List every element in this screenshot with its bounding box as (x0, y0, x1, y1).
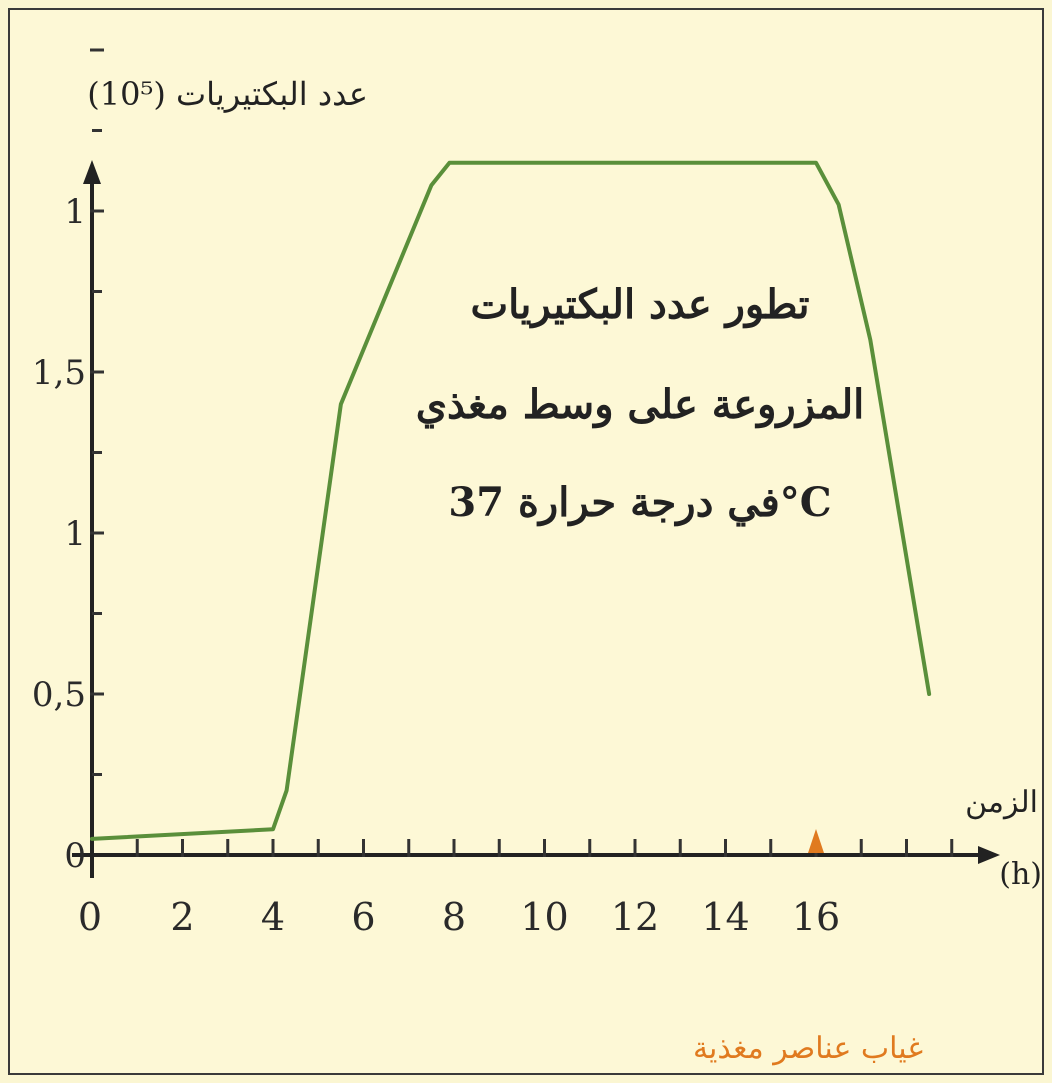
annotation-arrow-icon (808, 829, 824, 853)
y-tick-label: 0,5 (32, 675, 86, 715)
y-tick-label: 1,5 (32, 353, 86, 393)
y-ticks: 0 0,5 1 1,5 1 (32, 48, 104, 876)
x-tick-label: 12 (611, 895, 659, 939)
y-tick-label: 0 (64, 836, 86, 876)
x-axis-label-line-1: الزمن (965, 785, 1038, 820)
x-ticks: 0 2 4 6 8 10 12 14 16 (78, 839, 954, 939)
annotation-group (808, 829, 824, 853)
x-tick-label: 8 (442, 895, 466, 939)
x-tick-label: 4 (261, 895, 285, 939)
annotation-text: غياب عناصر مغذية (693, 1031, 923, 1066)
series-group (90, 160, 932, 841)
x-tick-label: 10 (520, 895, 568, 939)
x-tick-label: 14 (701, 895, 749, 939)
chart-frame (8, 8, 1044, 1075)
x-axis-arrow-icon (978, 846, 1000, 864)
chart-title-line-1: تطور عدد البكتيريات (470, 281, 809, 329)
axes (72, 160, 1000, 878)
y-axis-label: (10⁵) عدد البكتيريات (87, 75, 368, 113)
chart-title-line-2: المزروعة على وسط مغذي (416, 381, 865, 429)
x-tick-label: 0 (78, 895, 102, 939)
x-tick-label: 16 (792, 895, 840, 939)
series-line (90, 160, 932, 841)
x-tick-label: 2 (170, 895, 194, 939)
y-axis-arrow-icon (83, 160, 101, 184)
y-tick-label: 1 (64, 192, 86, 232)
y-tick-label: 1 (64, 514, 86, 554)
x-tick-label: 6 (351, 895, 375, 939)
chart-title-line-3: في درجة حرارة 37°C (448, 479, 831, 527)
x-axis-label-line-2: (h) (999, 857, 1042, 892)
